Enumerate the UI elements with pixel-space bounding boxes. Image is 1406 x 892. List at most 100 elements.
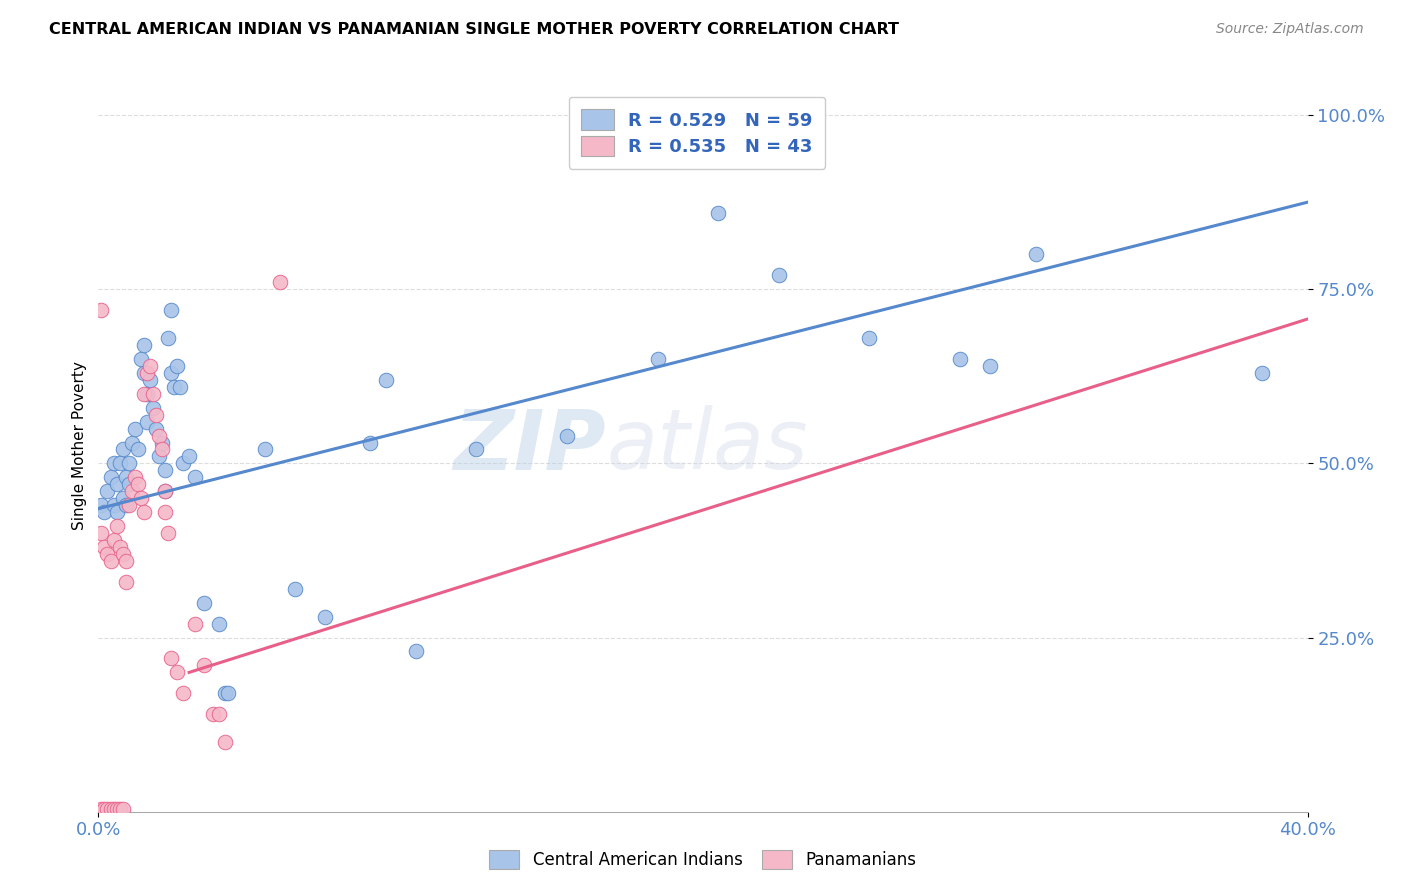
Point bbox=[172, 457, 194, 471]
Point bbox=[269, 275, 291, 289]
Point bbox=[114, 574, 136, 589]
Point bbox=[783, 108, 806, 122]
Point bbox=[156, 526, 179, 541]
Point bbox=[100, 470, 122, 484]
Point bbox=[979, 359, 1001, 373]
Point bbox=[184, 616, 207, 631]
Point bbox=[90, 303, 112, 318]
Point bbox=[103, 498, 125, 512]
Point bbox=[93, 802, 115, 816]
Y-axis label: Single Mother Poverty: Single Mother Poverty bbox=[72, 361, 87, 531]
Point bbox=[160, 651, 183, 665]
Point bbox=[166, 665, 188, 680]
Point bbox=[163, 380, 186, 394]
Point bbox=[118, 457, 141, 471]
Point bbox=[647, 351, 669, 366]
Point bbox=[96, 802, 118, 816]
Point bbox=[1024, 247, 1046, 261]
Point bbox=[103, 802, 125, 816]
Point bbox=[202, 707, 225, 722]
Point bbox=[90, 802, 112, 816]
Point bbox=[405, 644, 427, 658]
Point bbox=[96, 484, 118, 499]
Point bbox=[768, 268, 790, 283]
Point bbox=[142, 386, 165, 401]
Point bbox=[139, 373, 162, 387]
Point bbox=[96, 547, 118, 561]
Point bbox=[314, 609, 336, 624]
Point bbox=[93, 505, 115, 519]
Point bbox=[858, 331, 880, 345]
Point bbox=[111, 491, 134, 506]
Point bbox=[153, 484, 176, 499]
Point bbox=[752, 108, 775, 122]
Point bbox=[121, 484, 143, 499]
Point bbox=[145, 408, 167, 422]
Point bbox=[208, 707, 231, 722]
Point bbox=[105, 477, 128, 491]
Point bbox=[108, 540, 131, 554]
Point bbox=[179, 450, 201, 464]
Point bbox=[156, 331, 179, 345]
Point bbox=[374, 373, 396, 387]
Text: atlas: atlas bbox=[606, 406, 808, 486]
Point bbox=[108, 802, 131, 816]
Point bbox=[111, 547, 134, 561]
Point bbox=[118, 477, 141, 491]
Point bbox=[142, 401, 165, 415]
Point bbox=[214, 686, 236, 700]
Point bbox=[571, 108, 593, 122]
Point bbox=[208, 616, 231, 631]
Text: ZIP: ZIP bbox=[454, 406, 606, 486]
Point bbox=[132, 366, 155, 380]
Text: Source: ZipAtlas.com: Source: ZipAtlas.com bbox=[1216, 22, 1364, 37]
Point bbox=[105, 802, 128, 816]
Point bbox=[135, 386, 157, 401]
Point bbox=[193, 658, 215, 673]
Point bbox=[284, 582, 307, 596]
Point bbox=[217, 686, 239, 700]
Point bbox=[129, 491, 152, 506]
Point bbox=[127, 477, 149, 491]
Point bbox=[253, 442, 276, 457]
Point bbox=[90, 526, 112, 541]
Point bbox=[132, 338, 155, 352]
Text: CENTRAL AMERICAN INDIAN VS PANAMANIAN SINGLE MOTHER POVERTY CORRELATION CHART: CENTRAL AMERICAN INDIAN VS PANAMANIAN SI… bbox=[49, 22, 900, 37]
Point bbox=[93, 540, 115, 554]
Point bbox=[135, 366, 157, 380]
Point bbox=[132, 386, 155, 401]
Point bbox=[184, 470, 207, 484]
Point bbox=[111, 442, 134, 457]
Point bbox=[160, 303, 183, 318]
Point bbox=[1251, 366, 1274, 380]
Point bbox=[555, 428, 578, 442]
Point bbox=[148, 450, 170, 464]
Point bbox=[692, 108, 714, 122]
Point bbox=[124, 470, 146, 484]
Point bbox=[150, 435, 173, 450]
Point bbox=[737, 108, 759, 122]
Point bbox=[114, 498, 136, 512]
Point bbox=[105, 519, 128, 533]
Point bbox=[132, 505, 155, 519]
Point bbox=[169, 380, 191, 394]
Point bbox=[103, 533, 125, 547]
Point bbox=[193, 596, 215, 610]
Point bbox=[661, 108, 683, 122]
Point bbox=[602, 108, 624, 122]
Point bbox=[465, 442, 488, 457]
Legend: R = 0.529   N = 59, R = 0.535   N = 43: R = 0.529 N = 59, R = 0.535 N = 43 bbox=[568, 96, 825, 169]
Point bbox=[160, 366, 183, 380]
Point bbox=[121, 435, 143, 450]
Point bbox=[114, 470, 136, 484]
Point bbox=[360, 435, 382, 450]
Point bbox=[108, 457, 131, 471]
Point bbox=[214, 735, 236, 749]
Point bbox=[135, 415, 157, 429]
Point bbox=[118, 498, 141, 512]
Point bbox=[166, 359, 188, 373]
Point bbox=[114, 554, 136, 568]
Point bbox=[148, 428, 170, 442]
Point bbox=[153, 505, 176, 519]
Point bbox=[103, 457, 125, 471]
